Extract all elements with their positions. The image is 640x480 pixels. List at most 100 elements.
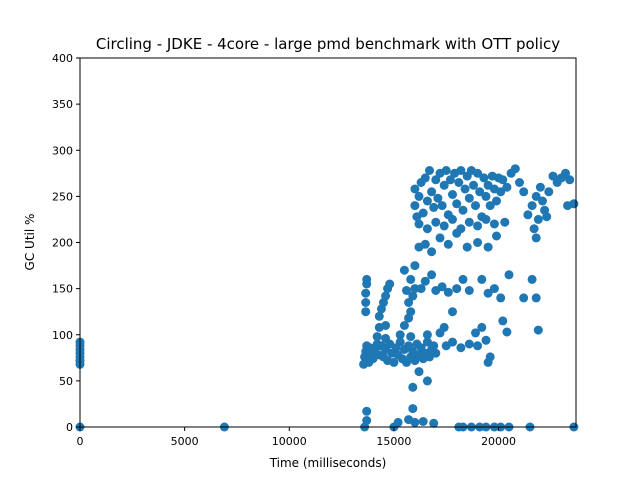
- data-point-0-71: [406, 332, 416, 342]
- data-point-0-107: [410, 261, 420, 271]
- data-point-0-121: [504, 270, 514, 280]
- data-point-0-187: [498, 175, 508, 185]
- data-point-0-205: [527, 201, 537, 211]
- data-point-0-144: [410, 184, 420, 194]
- data-point-0-72: [422, 330, 432, 340]
- y-tick-label: 50: [59, 375, 73, 388]
- y-tick-label: 400: [52, 52, 73, 65]
- data-point-0-14: [408, 404, 418, 414]
- data-point-0-196: [439, 221, 449, 231]
- data-point-0-139: [471, 328, 480, 338]
- y-tick-label: 150: [52, 283, 73, 296]
- data-point-0-165: [452, 199, 462, 209]
- data-point-0-76: [456, 343, 466, 353]
- x-tick-label: 15000: [376, 435, 411, 448]
- data-point-0-77: [464, 339, 474, 349]
- data-point-0-186: [496, 187, 506, 197]
- y-tick-label: 200: [52, 237, 73, 250]
- data-point-0-169: [460, 184, 470, 194]
- data-point-0-79: [481, 335, 491, 345]
- data-point-0-191: [515, 178, 524, 187]
- data-point-0-213: [561, 168, 570, 178]
- data-point-0-115: [458, 274, 468, 284]
- data-point-0-123: [527, 274, 537, 284]
- data-point-0-18: [429, 418, 439, 428]
- data-point-0-219: [542, 212, 552, 222]
- y-tick-label: 250: [52, 190, 73, 203]
- data-point-0-202: [489, 219, 499, 229]
- data-point-0-90: [374, 311, 384, 321]
- data-point-0-47: [389, 357, 399, 367]
- data-point-0-16: [410, 417, 420, 427]
- data-point-0-153: [427, 187, 437, 197]
- data-point-0-116: [464, 286, 474, 295]
- data-point-0-117: [477, 274, 487, 284]
- data-point-0-171: [464, 193, 474, 203]
- data-point-0-50: [395, 337, 405, 347]
- data-point-0-176: [475, 187, 485, 197]
- data-point-0-120: [496, 293, 506, 303]
- data-point-0-188: [502, 182, 512, 192]
- data-point-0-210: [548, 171, 558, 181]
- data-point-0-200: [473, 221, 483, 231]
- data-point-0-66: [429, 341, 439, 351]
- data-point-0-203: [500, 217, 510, 227]
- data-point-0-109: [420, 276, 430, 286]
- y-axis: 0 50 100 150 200 250 300 350 400: [52, 52, 80, 434]
- data-point-0-178: [479, 173, 489, 183]
- data-point-0-133: [483, 242, 493, 252]
- data-point-0-147: [414, 191, 424, 201]
- y-tick-label: 0: [66, 421, 73, 434]
- data-points: [75, 164, 579, 432]
- data-point-0-128: [435, 233, 445, 243]
- data-point-0-106: [399, 265, 409, 275]
- data-point-0-160: [441, 166, 451, 175]
- data-point-0-81: [483, 357, 493, 367]
- data-point-0-11: [362, 406, 372, 416]
- data-point-0-150: [420, 173, 430, 183]
- data-point-0-132: [473, 238, 483, 247]
- chart-title: Circling - JDKE - 4core - large pmd benc…: [96, 35, 560, 53]
- data-point-0-173: [469, 180, 478, 190]
- data-point-0-163: [448, 190, 457, 199]
- data-point-0-138: [439, 322, 449, 332]
- data-point-0-195: [431, 217, 441, 227]
- data-point-0-98: [399, 321, 409, 330]
- data-point-0-175: [473, 168, 483, 178]
- x-tick-label: 5000: [171, 435, 199, 448]
- data-point-0-154: [429, 202, 439, 212]
- data-point-0-162: [445, 175, 455, 185]
- data-point-0-218: [533, 214, 543, 224]
- data-point-0-207: [535, 182, 545, 192]
- data-point-0-209: [544, 187, 554, 197]
- data-point-0-155: [431, 175, 441, 185]
- data-point-0-168: [458, 205, 468, 215]
- data-point-0-10: [362, 416, 372, 425]
- data-point-0-151: [422, 196, 432, 206]
- data-point-0-89: [362, 274, 372, 284]
- data-point-0-156: [433, 193, 443, 203]
- data-point-0-192: [519, 187, 529, 197]
- data-point-0-85: [361, 307, 371, 317]
- data-point-0-13: [393, 417, 403, 427]
- data-point-0-104: [402, 286, 411, 295]
- data-point-0-134: [492, 231, 501, 241]
- data-point-0-84: [414, 367, 424, 377]
- data-point-0-141: [498, 316, 508, 326]
- data-point-0-145: [410, 201, 420, 211]
- data-point-0-102: [408, 291, 418, 301]
- x-tick-label: 10000: [272, 435, 307, 448]
- data-point-0-105: [406, 274, 416, 284]
- data-point-0-197: [448, 214, 457, 224]
- data-point-0-206: [531, 191, 541, 201]
- data-point-0-158: [437, 201, 447, 211]
- data-point-0-166: [454, 178, 464, 187]
- data-point-0-69: [381, 333, 391, 343]
- data-point-0-143: [533, 325, 543, 335]
- data-point-0-108: [416, 284, 426, 294]
- data-point-0-110: [427, 270, 437, 280]
- data-point-0-131: [462, 242, 472, 252]
- data-point-0-75: [448, 337, 457, 347]
